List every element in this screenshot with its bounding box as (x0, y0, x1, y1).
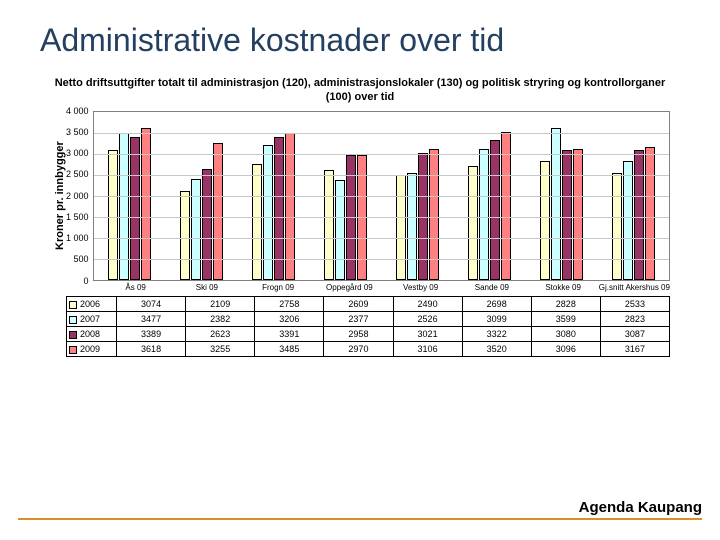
x-tick: Stokke 09 (528, 281, 599, 293)
bar (634, 150, 644, 280)
table-cell: 3520 (462, 342, 531, 357)
table-cell: 3322 (462, 327, 531, 342)
series-name: 2009 (80, 344, 100, 354)
table-cell: 3255 (186, 342, 255, 357)
table-cell: 3618 (117, 342, 186, 357)
data-table-wrap: 2006307421092758260924902698282825332007… (50, 292, 670, 357)
bar (180, 191, 190, 280)
row-header: 2007 (67, 312, 117, 327)
gridline (94, 175, 669, 176)
x-tick: Vestby 09 (385, 281, 456, 293)
table-row: 2009 36183255348529703106352030963167 (67, 342, 670, 357)
y-axis-ticks: 4 0003 5003 0002 5002 0001 5001 0005000 (66, 111, 93, 281)
bar (573, 149, 583, 279)
bar (191, 179, 201, 279)
row-header: 2006 (67, 297, 117, 312)
x-tick: Gj.snitt Akershus 09 (599, 281, 670, 293)
series-name: 2007 (80, 314, 100, 324)
table-cell: 3389 (117, 327, 186, 342)
bar (202, 169, 212, 279)
table-cell: 3206 (255, 312, 324, 327)
gridline (94, 217, 669, 218)
series-name: 2008 (80, 329, 100, 339)
row-header: 2008 (67, 327, 117, 342)
table-cell: 3391 (255, 327, 324, 342)
gridline (94, 196, 669, 197)
bar (623, 161, 633, 280)
row-header: 2009 (67, 342, 117, 357)
table-cell: 3096 (531, 342, 600, 357)
x-tick: Sande 09 (456, 281, 527, 293)
table-cell: 3599 (531, 312, 600, 327)
table-cell: 2109 (186, 297, 255, 312)
bar (479, 149, 489, 279)
footer-text: Agenda Kaupang (579, 499, 702, 516)
table-cell: 2958 (324, 327, 393, 342)
plot-area (93, 111, 670, 281)
table-cell: 3167 (600, 342, 669, 357)
bar (612, 173, 622, 279)
x-tick: Ski 09 (171, 281, 242, 293)
table-cell: 2828 (531, 297, 600, 312)
x-tick: Ås 09 (100, 281, 171, 293)
gridline (94, 133, 669, 134)
bar (108, 150, 118, 279)
bar (396, 175, 406, 280)
table-cell: 3477 (117, 312, 186, 327)
x-axis: Ås 09Ski 09Frogn 09Oppegård 09Vestby 09S… (50, 281, 670, 293)
x-axis-labels: Ås 09Ski 09Frogn 09Oppegård 09Vestby 09S… (100, 281, 670, 293)
data-table: 2006307421092758260924902698282825332007… (66, 296, 670, 357)
series-name: 2006 (80, 299, 100, 309)
table-cell: 2382 (186, 312, 255, 327)
gridline (94, 238, 669, 239)
table-row: 2007 34772382320623772526309935992823 (67, 312, 670, 327)
page-title: Administrative kostnader over tid (40, 22, 680, 59)
slide-root: Administrative kostnader over tid Netto … (0, 0, 720, 540)
table-cell: 2490 (393, 297, 462, 312)
table-cell: 2533 (600, 297, 669, 312)
table-cell: 2526 (393, 312, 462, 327)
table-cell: 3021 (393, 327, 462, 342)
bar (551, 128, 561, 279)
chart-container: Netto driftsuttgifter totalt til adminis… (50, 77, 670, 357)
gridline (94, 154, 669, 155)
bar (540, 161, 550, 280)
y-axis-label: Kroner pr. innbygger (50, 111, 66, 281)
chart-title: Netto driftsuttgifter totalt til adminis… (50, 77, 670, 105)
bar (645, 147, 655, 280)
table-row: 2008 33892623339129583021332230803087 (67, 327, 670, 342)
bar (562, 150, 572, 279)
legend-swatch (69, 331, 77, 339)
bar (407, 173, 417, 279)
legend-swatch (69, 316, 77, 324)
x-tick: Oppegård 09 (314, 281, 385, 293)
footer-rule (18, 518, 702, 520)
table-cell: 2377 (324, 312, 393, 327)
legend-swatch (69, 301, 77, 309)
table-cell: 3099 (462, 312, 531, 327)
table-cell: 2823 (600, 312, 669, 327)
table-row: 2006 30742109275826092490269828282533 (67, 297, 670, 312)
table-cell: 3485 (255, 342, 324, 357)
table-cell: 3080 (531, 327, 600, 342)
bar (252, 164, 262, 280)
gridline (94, 259, 669, 260)
x-tick: Frogn 09 (243, 281, 314, 293)
table-cell: 3106 (393, 342, 462, 357)
bar (141, 128, 151, 280)
table-cell: 3087 (600, 327, 669, 342)
table-cell: 2970 (324, 342, 393, 357)
table-cell: 2758 (255, 297, 324, 312)
legend-swatch (69, 346, 77, 354)
bar (468, 166, 478, 279)
table-cell: 2698 (462, 297, 531, 312)
bar (429, 149, 439, 279)
table-cell: 2623 (186, 327, 255, 342)
chart-body: Kroner pr. innbygger 4 0003 5003 0002 50… (50, 111, 670, 281)
bar (324, 170, 334, 280)
table-cell: 3074 (117, 297, 186, 312)
table-cell: 2609 (324, 297, 393, 312)
